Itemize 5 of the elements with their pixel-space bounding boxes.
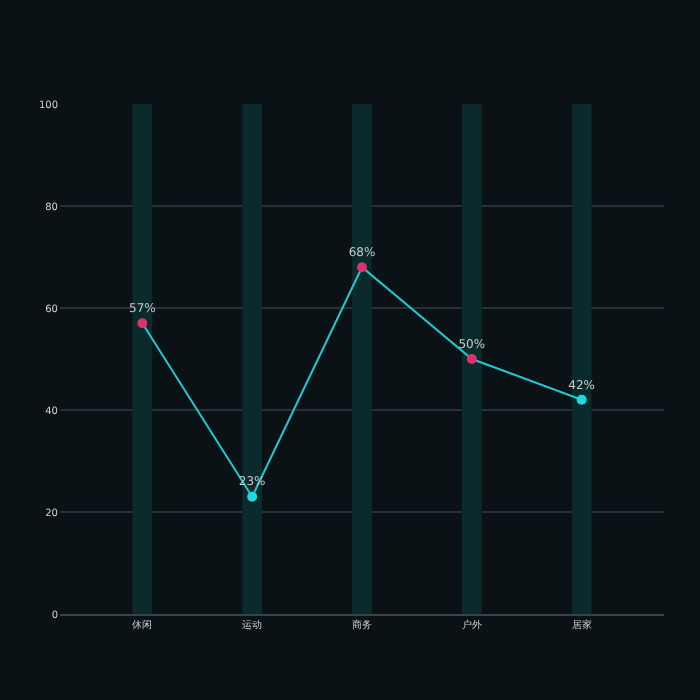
- point: [247, 491, 258, 502]
- point: [137, 318, 148, 329]
- point: [576, 394, 587, 405]
- point: [357, 262, 367, 273]
- point: [466, 354, 477, 364]
